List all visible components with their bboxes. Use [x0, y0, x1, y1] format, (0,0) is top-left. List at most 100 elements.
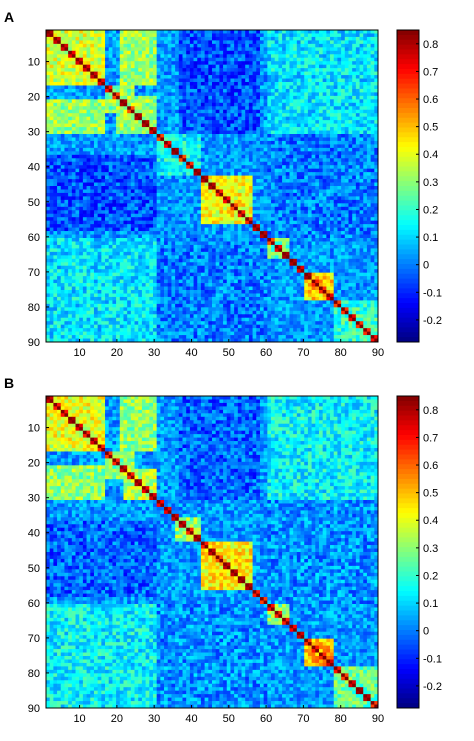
heatmap-cell	[366, 182, 371, 187]
heatmap-cell	[263, 213, 268, 218]
heatmap-cell	[333, 147, 338, 152]
heatmap-cell	[60, 30, 65, 34]
heatmap-cell	[68, 109, 73, 114]
heatmap-cell	[141, 154, 146, 159]
heatmap-cell	[330, 179, 335, 183]
heatmap-cell	[219, 92, 224, 97]
heatmap-cell	[374, 175, 379, 180]
heatmap-cell	[245, 196, 250, 201]
heatmap-cell	[330, 116, 335, 121]
heatmap-cell	[68, 106, 73, 111]
heatmap-cell	[105, 199, 110, 204]
heatmap-cell	[197, 95, 202, 100]
heatmap-cell	[304, 116, 309, 121]
heatmap-cell	[189, 33, 194, 38]
heatmap-cell	[134, 192, 139, 197]
heatmap-cell	[259, 61, 264, 66]
heatmap-cell	[175, 186, 180, 190]
heatmap-cell	[101, 109, 106, 114]
heatmap-cell	[141, 43, 146, 48]
heatmap-cell	[152, 147, 158, 152]
heatmap-cell	[315, 120, 320, 124]
heatmap-cell	[282, 102, 287, 107]
heatmap-cell	[366, 88, 371, 93]
heatmap-cell	[101, 130, 106, 135]
heatmap-cell	[318, 116, 324, 121]
heatmap-cell	[75, 168, 80, 173]
heatmap-cell	[82, 154, 87, 159]
heatmap-cell	[208, 189, 213, 194]
heatmap-cell	[241, 127, 246, 131]
heatmap-cell	[237, 109, 242, 114]
heatmap-cell	[171, 68, 176, 72]
heatmap-cell	[64, 161, 69, 166]
heatmap-cell	[178, 217, 183, 222]
heatmap-cell	[252, 172, 257, 176]
heatmap-cell	[197, 182, 202, 187]
heatmap-cell	[274, 161, 279, 166]
heatmap-cell	[71, 92, 76, 97]
heatmap-cell	[46, 134, 51, 138]
heatmap-cell	[108, 85, 113, 90]
heatmap-cell	[64, 182, 69, 187]
heatmap-cell	[175, 102, 180, 107]
heatmap-cell	[200, 106, 205, 111]
heatmap-cell	[315, 106, 320, 111]
heatmap-cell	[53, 137, 58, 142]
heatmap-cell	[164, 68, 169, 72]
heatmap-cell	[101, 78, 106, 83]
heatmap-cell	[204, 172, 209, 176]
heatmap-cell	[234, 92, 239, 97]
heatmap-cell	[182, 175, 187, 180]
heatmap-cell	[223, 213, 228, 218]
heatmap-cell	[252, 33, 257, 38]
heatmap-cell	[130, 64, 135, 69]
heatmap-cell	[318, 213, 324, 218]
heatmap-cell	[171, 99, 176, 104]
heatmap-cell	[123, 85, 128, 90]
heatmap-cell	[175, 75, 180, 79]
heatmap-cell	[193, 151, 198, 156]
heatmap-cell	[304, 88, 309, 93]
heatmap-cell	[352, 33, 357, 38]
heatmap-cell	[71, 134, 76, 138]
heatmap-cell	[119, 127, 124, 131]
heatmap-cell	[167, 85, 172, 90]
heatmap-cell	[112, 182, 117, 187]
heatmap-cell	[370, 78, 375, 83]
heatmap-cell	[226, 147, 231, 152]
heatmap-cell	[337, 186, 342, 190]
heatmap-cell	[252, 30, 257, 34]
heatmap-cell	[197, 140, 202, 145]
heatmap-cell	[64, 85, 69, 90]
heatmap-cell	[237, 68, 242, 72]
heatmap-cell	[197, 92, 202, 97]
heatmap-cell	[337, 30, 342, 34]
heatmap-cell	[370, 106, 375, 111]
heatmap-cell	[219, 71, 224, 76]
heatmap-cell	[75, 113, 80, 118]
heatmap-cell	[186, 206, 191, 211]
heatmap-cell	[315, 206, 320, 211]
heatmap-cell	[193, 61, 198, 66]
heatmap-cell	[116, 120, 121, 124]
heatmap-cell	[197, 161, 202, 166]
heatmap-cell	[300, 85, 305, 90]
heatmap-cell	[289, 30, 294, 34]
heatmap-cell	[108, 40, 113, 45]
heatmap-cell	[86, 144, 91, 149]
heatmap-cell	[311, 213, 316, 218]
heatmap-cell	[189, 144, 194, 149]
heatmap-cell	[307, 95, 312, 100]
heatmap-cell	[171, 120, 176, 124]
heatmap-cell	[79, 68, 84, 72]
heatmap-cell	[112, 43, 117, 48]
heatmap-cell	[79, 165, 84, 170]
heatmap-cell	[149, 220, 154, 225]
heatmap-cell	[200, 102, 205, 107]
heatmap-cell	[164, 196, 169, 201]
heatmap-cell	[200, 217, 205, 222]
heatmap-cell	[178, 137, 183, 142]
heatmap-cell	[64, 106, 69, 111]
heatmap-cell	[71, 33, 76, 38]
